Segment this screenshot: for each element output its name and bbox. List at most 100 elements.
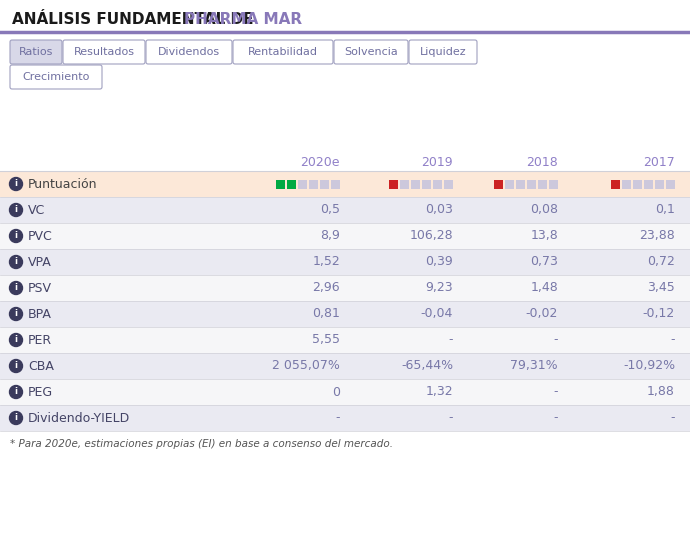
Bar	[411, 180, 420, 188]
Text: 2,96: 2,96	[313, 281, 340, 294]
Text: * Para 2020e, estimaciones propias (EI) en base a consenso del mercado.: * Para 2020e, estimaciones propias (EI) …	[10, 439, 393, 449]
Text: 0,72: 0,72	[647, 256, 675, 268]
Text: 0,73: 0,73	[530, 256, 558, 268]
Text: 2019: 2019	[422, 155, 453, 168]
Text: -: -	[448, 412, 453, 424]
Text: i: i	[14, 258, 17, 266]
Text: 0,81: 0,81	[312, 308, 340, 321]
FancyBboxPatch shape	[409, 40, 477, 64]
FancyBboxPatch shape	[146, 40, 232, 64]
Bar	[0, 379, 690, 405]
FancyBboxPatch shape	[10, 65, 102, 89]
Bar	[0, 249, 690, 275]
Text: 0,5: 0,5	[320, 203, 340, 216]
Text: -: -	[553, 412, 558, 424]
Bar	[400, 180, 409, 188]
Text: Rentabilidad: Rentabilidad	[248, 47, 318, 57]
Text: 5,55: 5,55	[312, 334, 340, 346]
Bar	[633, 180, 642, 188]
Text: CBA: CBA	[28, 359, 54, 372]
Text: -: -	[671, 412, 675, 424]
Bar	[655, 180, 664, 188]
Text: -: -	[448, 334, 453, 346]
Text: Liquidez: Liquidez	[420, 47, 466, 57]
Text: -: -	[671, 334, 675, 346]
Text: BPA: BPA	[28, 308, 52, 321]
Bar	[0, 405, 690, 431]
Text: VPA: VPA	[28, 256, 52, 268]
Bar	[611, 180, 620, 188]
Circle shape	[10, 256, 23, 268]
Text: i: i	[14, 309, 17, 318]
Bar	[0, 197, 690, 223]
Text: PER: PER	[28, 334, 52, 346]
Text: i: i	[14, 284, 17, 293]
Text: Ratios: Ratios	[19, 47, 53, 57]
Text: 0,03: 0,03	[425, 203, 453, 216]
Bar	[494, 180, 503, 188]
Text: 0,39: 0,39	[425, 256, 453, 268]
Bar	[287, 180, 296, 188]
Text: 2018: 2018	[526, 155, 558, 168]
Bar	[331, 180, 340, 188]
Text: PSV: PSV	[28, 281, 52, 294]
Text: Dividendo-YIELD: Dividendo-YIELD	[28, 412, 130, 424]
Bar	[320, 180, 329, 188]
FancyBboxPatch shape	[10, 40, 62, 64]
Text: 0,08: 0,08	[530, 203, 558, 216]
Text: Dividendos: Dividendos	[158, 47, 220, 57]
Text: i: i	[14, 336, 17, 344]
Text: PEG: PEG	[28, 386, 53, 399]
Text: 1,32: 1,32	[425, 386, 453, 399]
Text: 2 055,07%: 2 055,07%	[272, 359, 340, 372]
Text: i: i	[14, 231, 17, 240]
Text: PHARMA MAR: PHARMA MAR	[184, 12, 302, 27]
Text: PVC: PVC	[28, 230, 52, 243]
Circle shape	[10, 308, 23, 321]
Text: Resultados: Resultados	[74, 47, 135, 57]
FancyBboxPatch shape	[334, 40, 408, 64]
Text: 106,28: 106,28	[409, 230, 453, 243]
Bar	[433, 180, 442, 188]
Bar	[0, 353, 690, 379]
Bar	[622, 180, 631, 188]
Text: 13,8: 13,8	[530, 230, 558, 243]
Bar	[538, 180, 547, 188]
Bar	[0, 223, 690, 249]
Circle shape	[10, 334, 23, 346]
Circle shape	[10, 178, 23, 190]
Text: VC: VC	[28, 203, 46, 216]
Text: 0: 0	[332, 386, 340, 399]
Text: i: i	[14, 180, 17, 188]
Text: i: i	[14, 414, 17, 422]
Text: -: -	[335, 412, 340, 424]
Circle shape	[10, 412, 23, 424]
Text: -0,02: -0,02	[526, 308, 558, 321]
Text: 2020e: 2020e	[301, 155, 340, 168]
Text: 9,23: 9,23	[425, 281, 453, 294]
Text: 1,52: 1,52	[313, 256, 340, 268]
Text: -: -	[553, 386, 558, 399]
Text: ANÁLISIS FUNDAMENTAL DE: ANÁLISIS FUNDAMENTAL DE	[12, 12, 259, 27]
Text: -10,92%: -10,92%	[623, 359, 675, 372]
Bar	[276, 180, 285, 188]
Circle shape	[10, 203, 23, 216]
Bar	[0, 301, 690, 327]
Bar	[422, 180, 431, 188]
Text: 2017: 2017	[643, 155, 675, 168]
Bar	[309, 180, 318, 188]
Bar	[444, 180, 453, 188]
Text: 3,45: 3,45	[647, 281, 675, 294]
Bar	[298, 180, 307, 188]
Bar	[549, 180, 558, 188]
FancyBboxPatch shape	[233, 40, 333, 64]
Circle shape	[10, 281, 23, 294]
Bar	[527, 180, 536, 188]
Circle shape	[10, 386, 23, 399]
Text: 8,9: 8,9	[320, 230, 340, 243]
Bar	[0, 327, 690, 353]
Circle shape	[10, 359, 23, 372]
Bar	[666, 180, 675, 188]
Circle shape	[10, 230, 23, 243]
Bar	[505, 180, 514, 188]
